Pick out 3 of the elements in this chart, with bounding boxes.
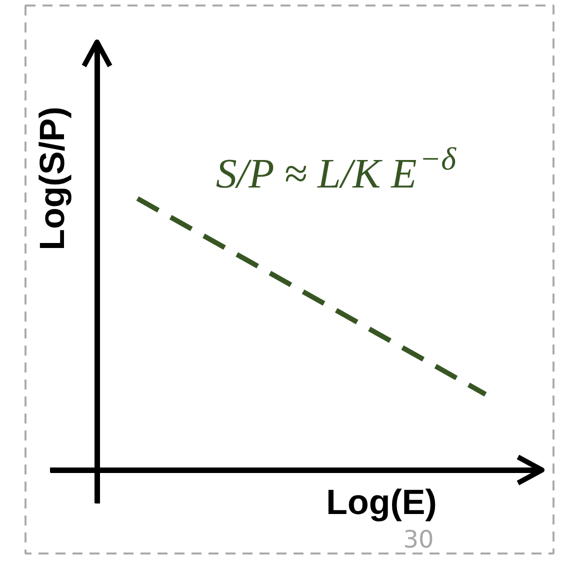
- y-axis-title: Log(S/P): [33, 106, 72, 250]
- x-axis-title: Log(E): [326, 483, 437, 522]
- text: 30: [403, 526, 434, 554]
